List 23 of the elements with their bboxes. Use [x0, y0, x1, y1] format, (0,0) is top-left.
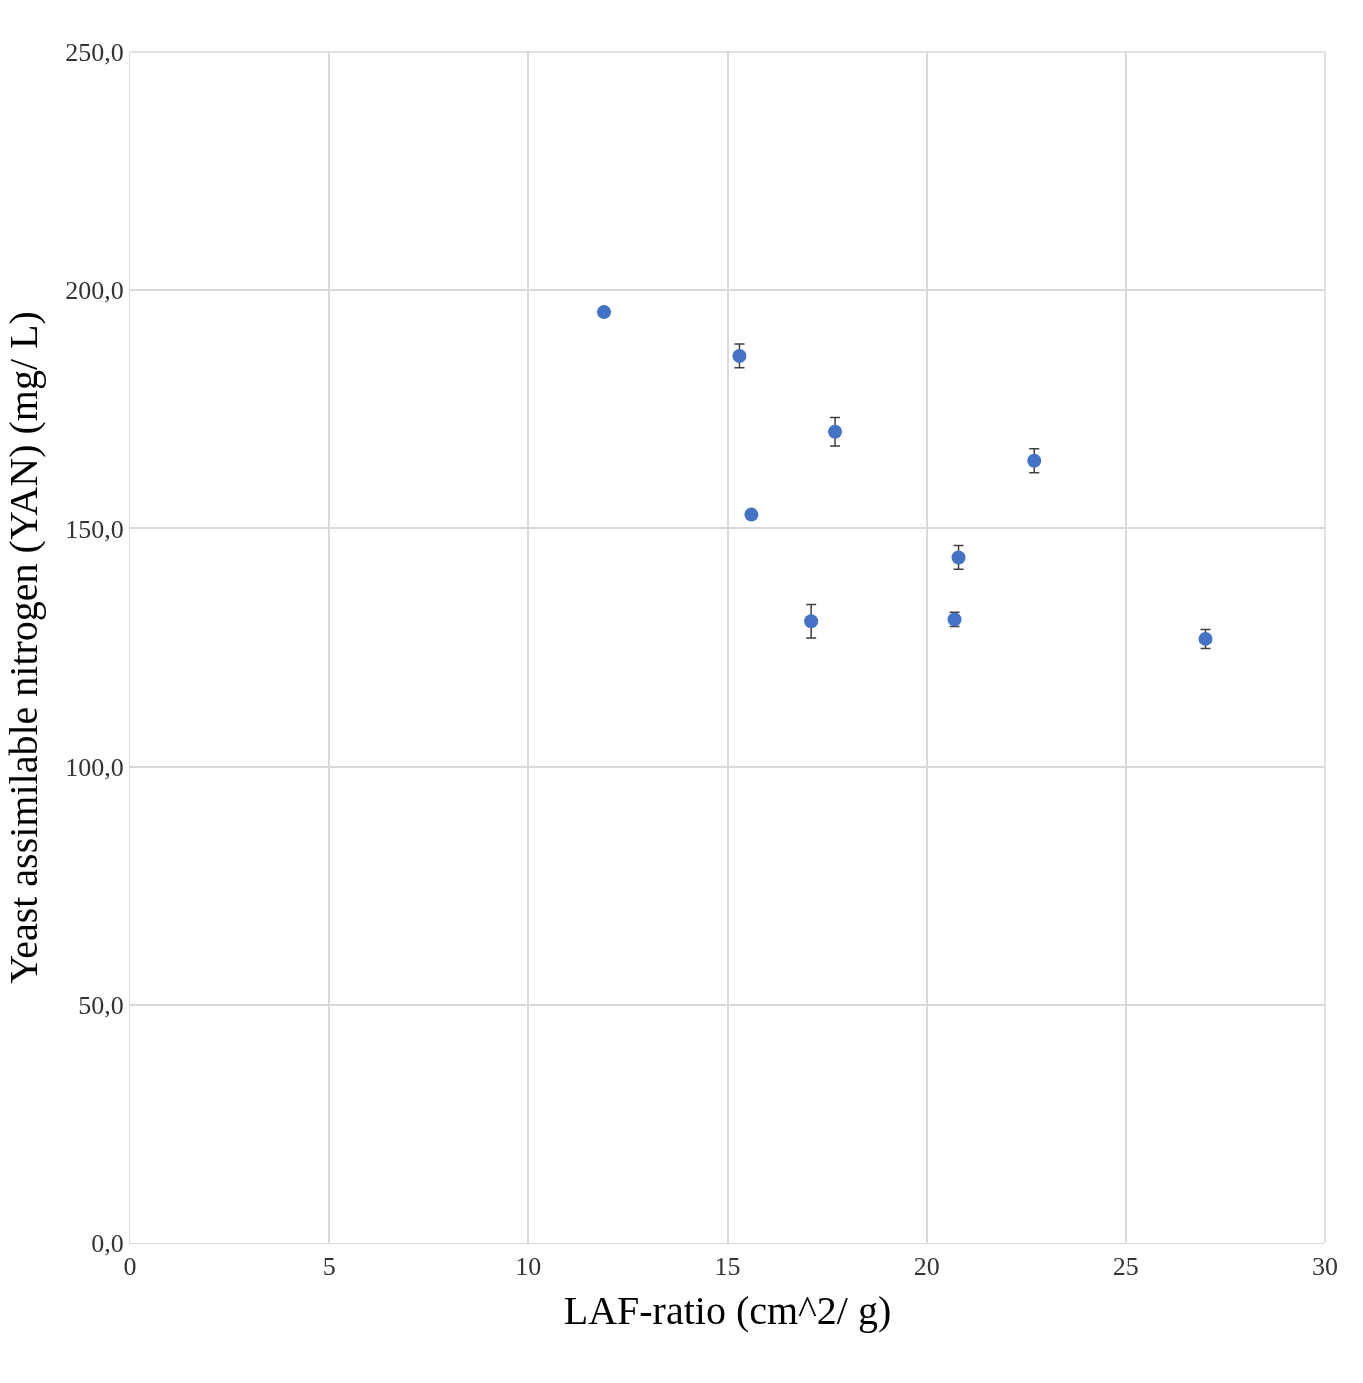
x-tick-label: 30: [1312, 1252, 1338, 1282]
point: [1198, 631, 1213, 646]
y-tick-label: 50,0: [78, 990, 124, 1020]
x-tick-label: 20: [913, 1252, 940, 1282]
x-tick-label: 0: [123, 1252, 137, 1282]
x-tick-label: 5: [322, 1252, 336, 1282]
x-tick-label: 25: [1112, 1252, 1139, 1282]
point: [1027, 453, 1042, 468]
y-tick-label: 250,0: [65, 38, 124, 68]
x-axis-title: LAF-ratio (cm^2/ g): [563, 1287, 892, 1333]
y-axis-title: Yeast assimilable nitrogen (YAN) (mg/ L): [0, 311, 46, 984]
point: [951, 550, 966, 565]
point: [597, 305, 612, 320]
y-tick-label: 200,0: [65, 276, 124, 306]
x-tick-label: 10: [515, 1252, 542, 1282]
point: [732, 348, 747, 363]
point: [744, 507, 759, 522]
y-tick-label: 0,0: [91, 1229, 124, 1259]
point: [828, 424, 843, 439]
point: [804, 614, 819, 629]
y-tick-label: 150,0: [65, 514, 124, 544]
y-tick-label: 100,0: [65, 752, 124, 782]
x-tick-label: 15: [714, 1252, 741, 1282]
